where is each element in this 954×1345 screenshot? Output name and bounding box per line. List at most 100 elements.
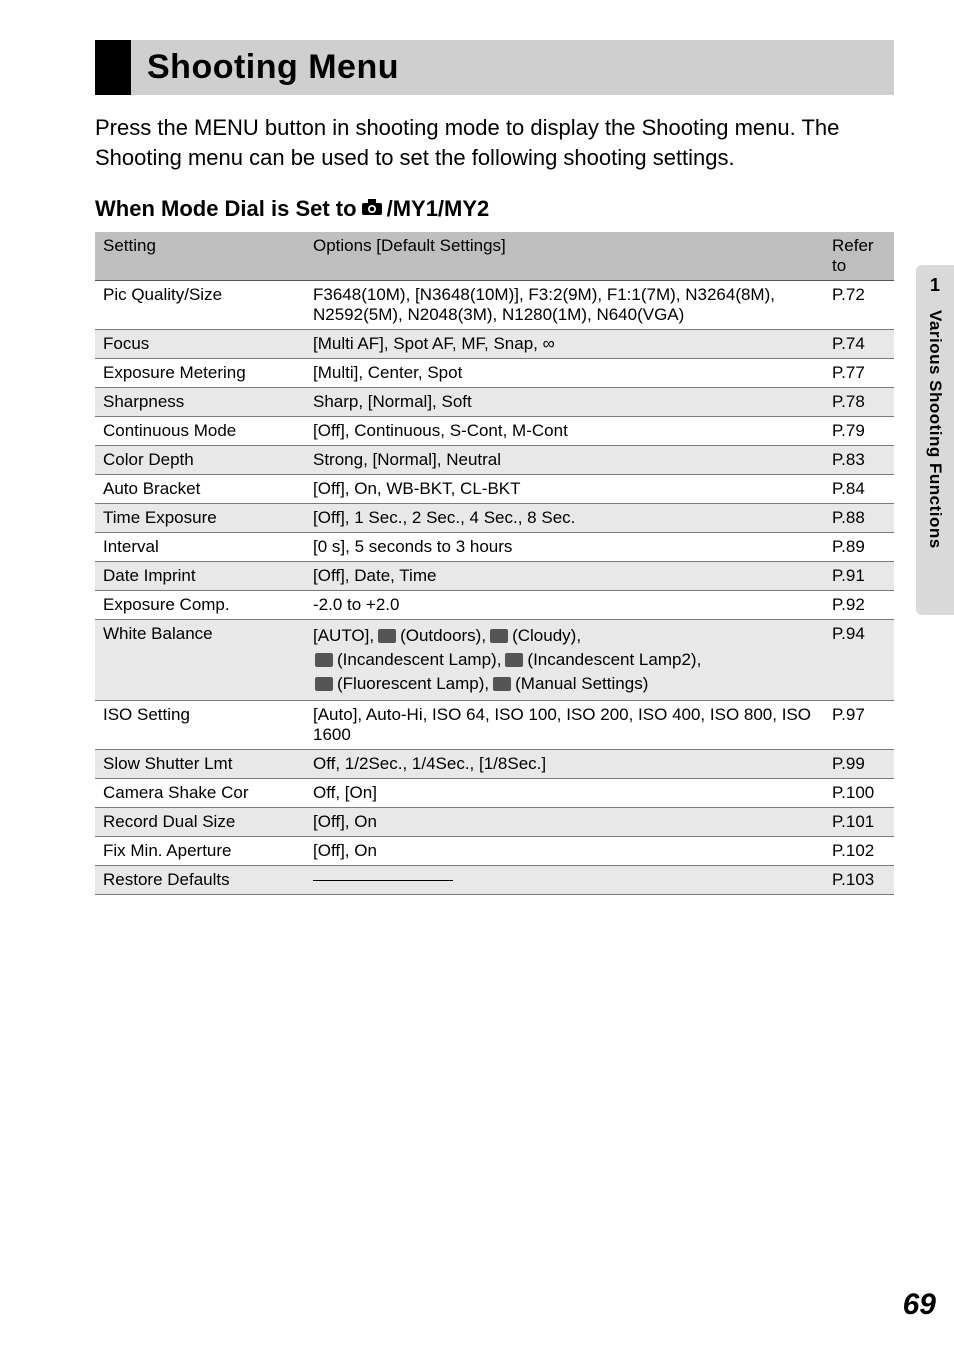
table-row: White Balance [AUTO], (Outdoors), (Cloud… [95,620,894,700]
cell-options: [0 s], 5 seconds to 3 hours [305,533,824,562]
cell-setting: Exposure Metering [95,359,305,388]
incandescent2-icon [505,653,523,667]
cell-refer: P.77 [824,359,894,388]
cell-options: [Off], 1 Sec., 2 Sec., 4 Sec., 8 Sec. [305,504,824,533]
subheading: When Mode Dial is Set to /MY1/MY2 [95,196,894,222]
dash-line [313,880,453,881]
wb-text: (Cloudy), [512,624,581,648]
cell-refer: P.101 [824,807,894,836]
cell-options-dash [305,865,824,894]
camera-icon [361,196,383,222]
cell-setting: Focus [95,330,305,359]
cell-refer: P.100 [824,778,894,807]
cell-options: Off, 1/2Sec., 1/4Sec., [1/8Sec.] [305,749,824,778]
cloudy-icon [490,629,508,643]
cell-setting: Fix Min. Aperture [95,836,305,865]
table-row: Restore Defaults P.103 [95,865,894,894]
wb-text: (Fluorescent Lamp), [337,672,489,696]
subheading-prefix: When Mode Dial is Set to [95,196,357,222]
cell-refer: P.79 [824,417,894,446]
th-setting: Setting [95,232,305,281]
side-tab: 1 Various Shooting Functions [916,265,954,615]
cell-options: -2.0 to +2.0 [305,591,824,620]
cell-setting: Pic Quality/Size [95,281,305,330]
page: 1 Various Shooting Functions Shooting Me… [0,0,954,1340]
cell-options: Sharp, [Normal], Soft [305,388,824,417]
wb-line-1: [AUTO], (Outdoors), (Cloudy), [313,624,816,648]
cell-setting: Exposure Comp. [95,591,305,620]
table-row: Auto Bracket[Off], On, WB-BKT, CL-BKTP.8… [95,475,894,504]
cell-refer: P.91 [824,562,894,591]
cell-setting: Interval [95,533,305,562]
wb-line-2: (Incandescent Lamp), (Incandescent Lamp2… [313,648,816,672]
cell-options: [Multi AF], Spot AF, MF, Snap, ∞ [305,330,824,359]
manual-icon [493,677,511,691]
th-options: Options [Default Settings] [305,232,824,281]
table-row: Date Imprint[Off], Date, TimeP.91 [95,562,894,591]
title-block-accent [95,40,131,95]
cell-refer: P.72 [824,281,894,330]
cell-options: Off, [On] [305,778,824,807]
th-refer: Refer to [824,232,894,281]
intro-text: Press the MENU button in shooting mode t… [95,113,894,172]
cell-refer: P.92 [824,591,894,620]
cell-options: Strong, [Normal], Neutral [305,446,824,475]
table-row: SharpnessSharp, [Normal], SoftP.78 [95,388,894,417]
page-title: Shooting Menu [131,40,415,95]
table-row: Pic Quality/SizeF3648(10M), [N3648(10M)]… [95,281,894,330]
cell-setting: Time Exposure [95,504,305,533]
table-row: Color DepthStrong, [Normal], NeutralP.83 [95,446,894,475]
cell-setting: White Balance [95,620,305,700]
wb-text: (Outdoors), [400,624,486,648]
side-tab-label: Various Shooting Functions [925,310,945,549]
cell-refer: P.74 [824,330,894,359]
cell-setting: Camera Shake Cor [95,778,305,807]
table-header-row: Setting Options [Default Settings] Refer… [95,232,894,281]
cell-refer: P.99 [824,749,894,778]
page-number: 69 [903,1288,936,1322]
settings-table: Setting Options [Default Settings] Refer… [95,232,894,894]
cell-options: [Multi], Center, Spot [305,359,824,388]
table-row: Time Exposure[Off], 1 Sec., 2 Sec., 4 Se… [95,504,894,533]
cell-options: [Off], On [305,807,824,836]
cell-setting: Date Imprint [95,562,305,591]
cell-refer: P.103 [824,865,894,894]
side-tab-number: 1 [930,275,940,296]
cell-refer: P.78 [824,388,894,417]
wb-text: (Incandescent Lamp), [337,648,501,672]
cell-setting: Restore Defaults [95,865,305,894]
table-row: Fix Min. Aperture[Off], OnP.102 [95,836,894,865]
table-row: Record Dual Size[Off], OnP.101 [95,807,894,836]
table-row: Focus[Multi AF], Spot AF, MF, Snap, ∞P.7… [95,330,894,359]
table-row: Exposure Metering[Multi], Center, SpotP.… [95,359,894,388]
cell-refer: P.97 [824,700,894,749]
table-row: Exposure Comp.-2.0 to +2.0P.92 [95,591,894,620]
cell-options: [Auto], Auto-Hi, ISO 64, ISO 100, ISO 20… [305,700,824,749]
cell-setting: Sharpness [95,388,305,417]
incandescent-icon [315,653,333,667]
wb-text: [AUTO], [313,624,374,648]
cell-setting: Auto Bracket [95,475,305,504]
cell-options: F3648(10M), [N3648(10M)], F3:2(9M), F1:1… [305,281,824,330]
cell-refer: P.102 [824,836,894,865]
cell-options: [Off], On, WB-BKT, CL-BKT [305,475,824,504]
cell-refer: P.84 [824,475,894,504]
table-body: Pic Quality/SizeF3648(10M), [N3648(10M)]… [95,281,894,894]
cell-options-wb: [AUTO], (Outdoors), (Cloudy), (Incandesc… [305,620,824,700]
cell-options: [Off], Continuous, S-Cont, M-Cont [305,417,824,446]
wb-text: (Manual Settings) [515,672,648,696]
cell-setting: Record Dual Size [95,807,305,836]
cell-setting: Slow Shutter Lmt [95,749,305,778]
subheading-suffix: /MY1/MY2 [387,196,490,222]
cell-refer: P.89 [824,533,894,562]
title-bar: Shooting Menu [95,40,894,95]
cell-setting: ISO Setting [95,700,305,749]
cell-options: [Off], On [305,836,824,865]
cell-refer: P.83 [824,446,894,475]
cell-setting: Continuous Mode [95,417,305,446]
table-row: Camera Shake CorOff, [On]P.100 [95,778,894,807]
table-row: Interval[0 s], 5 seconds to 3 hoursP.89 [95,533,894,562]
outdoors-icon [378,629,396,643]
table-row: Slow Shutter LmtOff, 1/2Sec., 1/4Sec., [… [95,749,894,778]
cell-refer: P.88 [824,504,894,533]
